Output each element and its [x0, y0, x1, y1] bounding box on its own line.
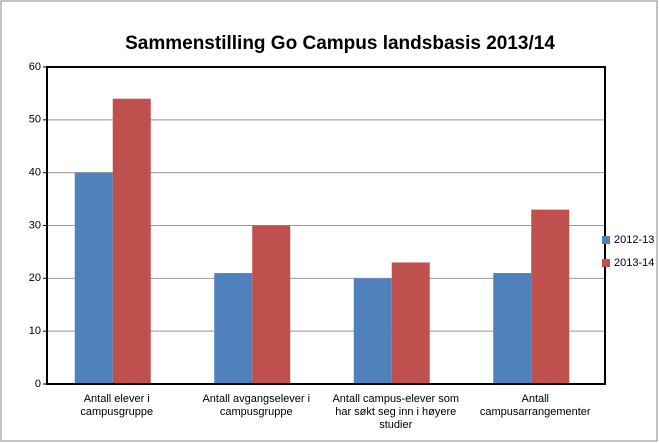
y-tick-label: 50 — [29, 114, 41, 126]
legend-swatch — [602, 236, 610, 244]
bar — [74, 172, 113, 384]
y-tick-label: 20 — [29, 272, 41, 284]
bar — [493, 273, 532, 384]
y-tick-label: 0 — [35, 378, 41, 390]
y-tick-label: 30 — [29, 219, 41, 231]
legend-swatch — [602, 259, 610, 267]
y-tick-label: 40 — [29, 167, 41, 179]
x-tick-label: Antall campusarrangementer — [479, 393, 591, 418]
legend-label: 2012-13 — [614, 234, 654, 246]
y-tick-label: 60 — [29, 61, 41, 73]
bar — [252, 225, 291, 384]
x-tick-label: Antall elever i campusgruppe — [80, 393, 154, 418]
bar — [391, 262, 430, 384]
bar — [531, 209, 570, 384]
x-tick-label: Antall campus-elever som har søkt seg in… — [332, 393, 460, 431]
legend-label: 2013-14 — [614, 257, 654, 269]
y-tick-label: 10 — [29, 325, 41, 337]
chart-title: Sammenstilling Go Campus landsbasis 2013… — [125, 33, 555, 54]
plot-border — [46, 66, 606, 385]
bar — [214, 273, 253, 384]
x-tick-label: Antall avgangselever i campusgruppe — [202, 393, 311, 418]
bar — [353, 278, 392, 384]
bar — [112, 98, 151, 384]
